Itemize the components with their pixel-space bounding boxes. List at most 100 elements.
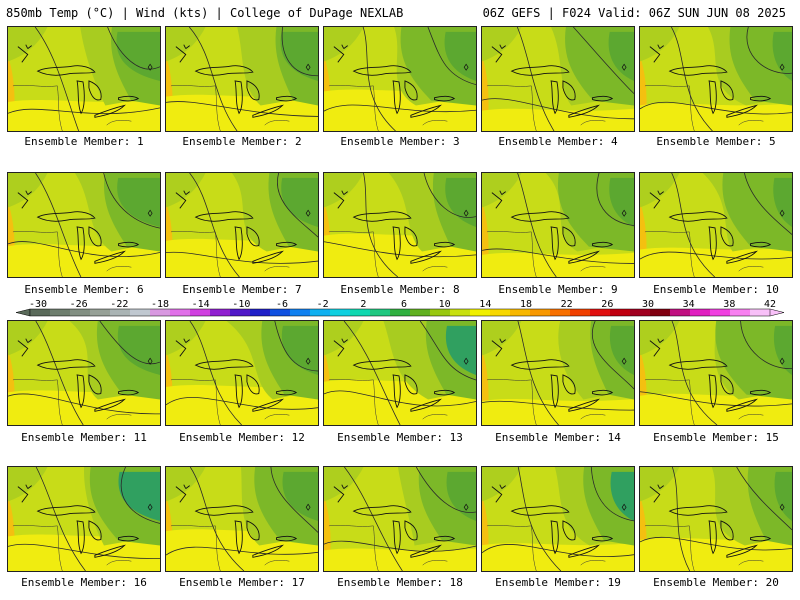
ensemble-member-map <box>639 172 793 278</box>
ensemble-member-map <box>481 26 635 132</box>
colorbar-tick-label: 18 <box>520 299 532 310</box>
ensemble-member-map <box>7 26 161 132</box>
colorbar-segment <box>390 309 411 316</box>
ensemble-member-label: Ensemble Member: 2 <box>182 135 302 148</box>
ensemble-member-label: Ensemble Member: 12 <box>179 431 305 444</box>
colorbar-tick-label: 10 <box>439 299 451 310</box>
colorbar-tick-label: 42 <box>764 299 776 310</box>
colorbar-segment <box>490 309 511 316</box>
ensemble-member-map <box>323 26 477 132</box>
ensemble-member-map <box>481 320 635 426</box>
colorbar-tick-label: 34 <box>683 299 695 310</box>
header: 850mb Temp (°C) | Wind (kts) | College o… <box>0 0 800 24</box>
colorbar-segment <box>250 309 271 316</box>
colorbar-segment <box>730 309 751 316</box>
colorbar-segment <box>450 309 471 316</box>
ensemble-member-map <box>323 172 477 278</box>
colorbar-segment <box>310 309 331 316</box>
ensemble-member-map <box>639 320 793 426</box>
colorbar-segment <box>690 309 711 316</box>
colorbar-segment <box>290 309 311 316</box>
colorbar-segment <box>370 309 391 316</box>
colorbar-tick-label: 38 <box>723 299 735 310</box>
colorbar-tick-label: -26 <box>70 299 88 310</box>
colorbar-tick-label: -18 <box>151 299 169 310</box>
colorbar-segment <box>550 309 571 316</box>
ensemble-member-label: Ensemble Member: 15 <box>653 431 779 444</box>
colorbar-tick-label: 22 <box>561 299 573 310</box>
colorbar-tick-label: -14 <box>192 299 210 310</box>
colorbar-tick-label: 2 <box>360 299 366 310</box>
colorbar-segment <box>710 309 731 316</box>
ensemble-member-label: Ensemble Member: 9 <box>498 283 618 296</box>
ensemble-member-map <box>639 466 793 572</box>
colorbar-segment <box>590 309 611 316</box>
ensemble-member-label: Ensemble Member: 14 <box>495 431 621 444</box>
ensemble-member-map <box>481 466 635 572</box>
colorbar-svg: -30 -26 -22 -18 -14 -10 -6 -2 2 6 10 14 18 22 26 30 34 38… <box>15 299 785 317</box>
ensemble-member-label: Ensemble Member: 13 <box>337 431 463 444</box>
colorbar-segment <box>330 309 351 316</box>
ensemble-member-label: Ensemble Member: 4 <box>498 135 618 148</box>
ensemble-member-map <box>639 26 793 132</box>
colorbar-segment <box>190 309 211 316</box>
ensemble-member-label: Ensemble Member: 18 <box>337 576 463 589</box>
run-valid-time: 06Z GEFS | F024 Valid: 06Z SUN JUN 08 20… <box>482 6 786 20</box>
colorbar-segment <box>570 309 591 316</box>
colorbar-tick-label: 26 <box>601 299 613 310</box>
colorbar-tick-label: -2 <box>317 299 329 310</box>
colorbar-tick-label: 30 <box>642 299 654 310</box>
ensemble-member-label: Ensemble Member: 7 <box>182 283 302 296</box>
colorbar-high-arrow <box>769 308 785 317</box>
colorbar-tick-label: 6 <box>401 299 407 310</box>
colorbar-tick-label: -22 <box>110 299 128 310</box>
colorbar-segment <box>50 309 71 316</box>
colorbar-tick-label: -6 <box>276 299 288 310</box>
ensemble-member-label: Ensemble Member: 5 <box>656 135 776 148</box>
ensemble-member-label: Ensemble Member: 16 <box>21 576 147 589</box>
colorbar-segment <box>230 309 251 316</box>
colorbar-segment <box>30 309 51 316</box>
colorbar-segment <box>410 309 431 316</box>
ensemble-member-map <box>7 172 161 278</box>
colorbar-segment <box>110 309 131 316</box>
ensemble-member-map <box>481 172 635 278</box>
colorbar-segment <box>670 309 691 316</box>
ensemble-member-label: Ensemble Member: 17 <box>179 576 305 589</box>
colorbar-segment <box>630 309 651 316</box>
colorbar-segment <box>270 309 291 316</box>
temperature-colorbar: -30 -26 -22 -18 -14 -10 -6 -2 2 6 10 14 18 22 26 30 34 38… <box>4 297 796 319</box>
product-title: 850mb Temp (°C) | Wind (kts) | College o… <box>6 6 404 20</box>
ensemble-member-map <box>165 466 319 572</box>
colorbar-tick-label: -30 <box>29 299 47 310</box>
colorbar-segment <box>350 309 371 316</box>
ensemble-member-map <box>165 26 319 132</box>
ensemble-member-label: Ensemble Member: 11 <box>21 431 147 444</box>
colorbar-tick-label: -10 <box>232 299 250 310</box>
ensemble-member-map <box>323 466 477 572</box>
colorbar-segment <box>170 309 191 316</box>
ensemble-member-map <box>7 466 161 572</box>
ensemble-member-label: Ensemble Member: 10 <box>653 283 779 296</box>
ensemble-member-map <box>165 172 319 278</box>
colorbar-segment <box>130 309 151 316</box>
ensemble-member-map <box>165 320 319 426</box>
ensemble-member-label: Ensemble Member: 1 <box>24 135 144 148</box>
ensemble-member-map <box>323 320 477 426</box>
colorbar-segment <box>650 309 671 316</box>
colorbar-segment <box>530 309 551 316</box>
colorbar-segment <box>750 309 771 316</box>
ensemble-member-label: Ensemble Member: 8 <box>340 283 460 296</box>
colorbar-outline <box>29 308 771 317</box>
ensemble-member-map <box>7 320 161 426</box>
ensemble-member-label: Ensemble Member: 6 <box>24 283 144 296</box>
colorbar-segment <box>470 309 491 316</box>
colorbar-segment <box>430 309 451 316</box>
colorbar-tick-label: 14 <box>479 299 491 310</box>
ensemble-member-label: Ensemble Member: 19 <box>495 576 621 589</box>
colorbar-segment <box>510 309 531 316</box>
colorbar-segment <box>610 309 631 316</box>
colorbar-low-arrow <box>15 308 31 317</box>
colorbar-segment <box>90 309 111 316</box>
colorbar-segment <box>150 309 171 316</box>
